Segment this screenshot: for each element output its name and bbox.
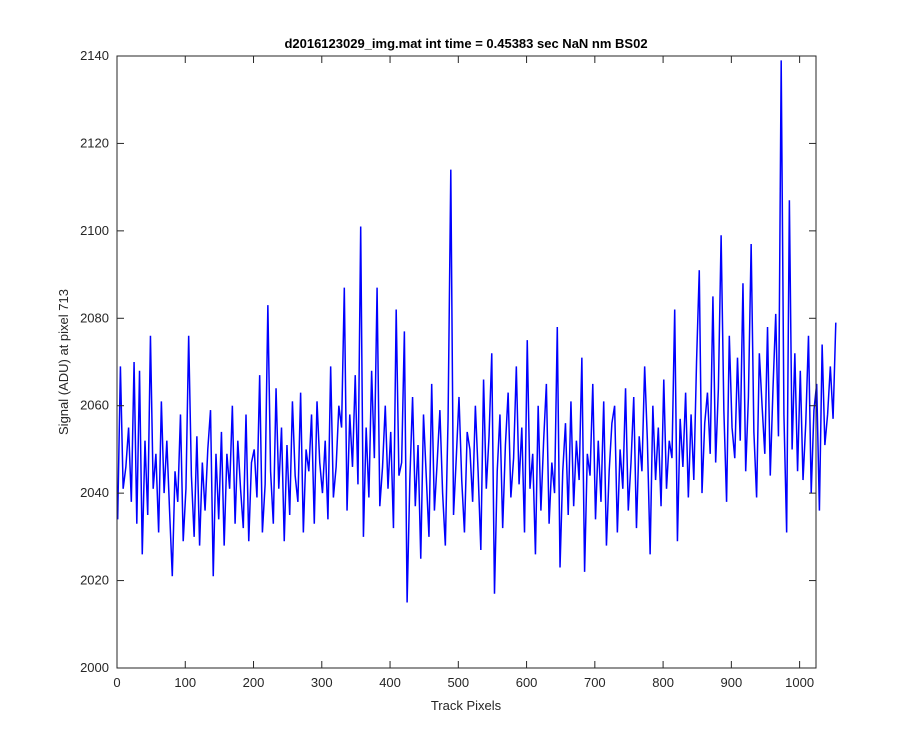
x-tick-label: 1000 [785, 675, 814, 690]
y-tick-label: 2080 [80, 310, 109, 325]
axes-box [116, 55, 817, 669]
ticks-layer: 0 100 200 300 400 500 600 700 800 900 1000 2000 2020… [80, 48, 816, 690]
x-tick-label: 500 [447, 675, 469, 690]
x-axis-label: Track Pixels [431, 698, 502, 713]
y-axis-label: Signal (ADU) at pixel 713 [56, 289, 71, 435]
x-tick-label: 400 [379, 675, 401, 690]
plot-area [117, 56, 816, 668]
y-tick-label: 2120 [80, 135, 109, 150]
x-tick-label: 300 [311, 675, 333, 690]
x-tick-label: 800 [652, 675, 674, 690]
y-tick-label: 2140 [80, 48, 109, 63]
x-tick-label: 200 [243, 675, 265, 690]
x-tick-label: 700 [584, 675, 606, 690]
y-tick-label: 2000 [80, 660, 109, 675]
chart-title: d2016123029_img.mat int time = 0.45383 s… [284, 36, 647, 51]
y-tick-label: 2020 [80, 573, 109, 588]
x-tick-label: 900 [721, 675, 743, 690]
y-tick-label: 2060 [80, 398, 109, 413]
y-tick-label: 2100 [80, 223, 109, 238]
x-tick-label: 0 [113, 675, 120, 690]
series-layer [116, 60, 837, 603]
x-tick-label: 100 [174, 675, 196, 690]
series-line [116, 60, 837, 603]
y-tick-label: 2040 [80, 485, 109, 500]
x-tick-label: 600 [516, 675, 538, 690]
